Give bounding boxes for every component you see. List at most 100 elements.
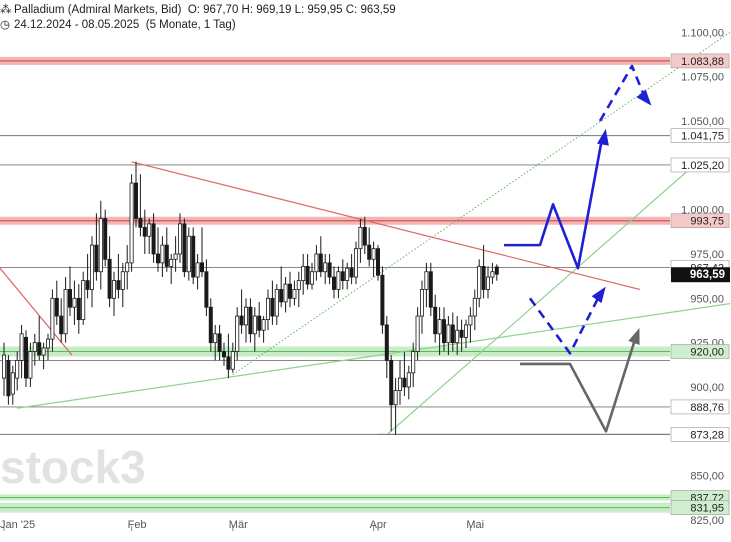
candle-body <box>441 319 446 344</box>
candle-body <box>235 315 240 352</box>
candle-body <box>257 315 262 331</box>
candle-body <box>389 359 394 406</box>
candle-body <box>37 342 42 356</box>
clock-icon: ◷ <box>0 19 11 31</box>
candle-body <box>239 315 244 326</box>
green-dotted-channel <box>232 31 731 375</box>
y-axis-layer: 1.100,001.075,001.050,001.025,001.000,00… <box>670 27 730 527</box>
candle-body <box>428 271 433 308</box>
candle-body <box>305 266 310 285</box>
candle-body <box>367 244 372 260</box>
header-instrument-line: ⁂ Palladium (Admiral Markets, Bid) O: 967… <box>0 2 396 16</box>
candle-body <box>459 329 464 338</box>
candle-body <box>98 218 103 273</box>
candle-body <box>384 324 389 361</box>
candle-body <box>195 262 200 278</box>
level-label: 1.041,75 <box>681 131 724 143</box>
candle-body <box>6 359 11 397</box>
candle-body <box>54 297 59 317</box>
level-label-box <box>670 53 730 69</box>
candle-body <box>226 356 231 370</box>
candle-body <box>173 253 178 260</box>
y-tick-label: 1.075,00 <box>681 72 724 84</box>
candle-body <box>323 262 328 273</box>
candle-body <box>455 329 460 344</box>
candle-body <box>68 289 73 308</box>
candle-body <box>358 226 363 250</box>
y-tick-label: 850,00 <box>690 471 724 483</box>
candle-body <box>213 333 218 344</box>
grey-projection-arrowhead <box>628 327 640 346</box>
y-tick-label: 825,00 <box>690 515 724 527</box>
candle-body <box>191 235 196 278</box>
candle-body <box>437 319 442 335</box>
candle-body <box>50 297 55 340</box>
candle-body <box>419 289 424 317</box>
x-tick-label: Apr <box>370 519 387 531</box>
candle-body <box>490 271 495 278</box>
grey-projection <box>520 342 636 433</box>
candle-body <box>23 336 28 379</box>
candle-body <box>375 248 380 276</box>
candle-body <box>424 271 429 290</box>
candle-body <box>151 223 156 255</box>
blue-dashed-arrowhead-low <box>591 286 606 304</box>
x-tick-label: Jan '25 <box>0 519 35 531</box>
level-label: 873,28 <box>690 429 724 441</box>
candle-body <box>129 182 134 264</box>
candle-body <box>406 372 411 388</box>
candle-body <box>41 347 46 356</box>
y-tick-label: 1.100,00 <box>681 27 724 39</box>
candle-body <box>10 372 15 395</box>
candle-body <box>208 306 213 344</box>
candle-body <box>177 223 182 255</box>
level-label: 1.083,88 <box>681 56 724 68</box>
candle-body <box>204 271 209 308</box>
blue-projection-dashed-top <box>598 64 647 122</box>
candle-body <box>164 244 169 267</box>
level-label: 1.025,20 <box>681 160 724 172</box>
blue-projection-arrowhead <box>597 128 609 146</box>
period-span: (5 Monate, 1 Tag) <box>145 19 236 31</box>
candle-body <box>301 266 306 281</box>
last-price-label: 963,59 <box>690 269 725 281</box>
candle-body <box>186 235 191 273</box>
candle-body <box>362 226 367 246</box>
candle-body <box>230 351 235 370</box>
candle-body <box>72 297 77 308</box>
candle-body <box>274 289 279 317</box>
instrument-name: Palladium (Admiral Markets, Bid) <box>14 4 182 16</box>
candle-body <box>433 306 438 335</box>
candle-body <box>292 289 297 299</box>
candle-body <box>147 223 152 237</box>
candle-body <box>345 267 350 281</box>
candle-body <box>349 267 354 278</box>
candle-body <box>107 258 112 299</box>
candle-body <box>28 351 33 379</box>
x-tick-label: Mai <box>466 519 484 531</box>
ohlc-values: O: 967,70 H: 969,19 L: 959,95 C: 963,59 <box>187 4 396 16</box>
candle-body <box>309 271 314 285</box>
candle-body <box>76 297 81 321</box>
level-label-box <box>670 213 730 229</box>
green-trendline-long <box>17 303 731 409</box>
candle-body <box>112 280 117 299</box>
candle-body <box>46 338 51 349</box>
candle-body <box>59 315 64 335</box>
candle-body <box>94 244 99 273</box>
candle-body <box>265 297 270 321</box>
candle-body <box>283 283 288 303</box>
candle-body <box>103 218 108 260</box>
candle-body <box>116 280 121 290</box>
y-tick-label: 900,00 <box>690 382 724 394</box>
level-label-box <box>670 427 730 442</box>
y-tick-label: 1.050,00 <box>681 116 724 128</box>
candle-body <box>252 315 257 335</box>
watermark-layer: stock3 <box>0 441 146 493</box>
red-downtrend-line <box>131 161 641 291</box>
candle-body <box>472 297 477 317</box>
candle-body <box>81 280 86 321</box>
candle-body <box>314 253 319 273</box>
blue-dashed-arrowhead-top <box>636 89 652 106</box>
